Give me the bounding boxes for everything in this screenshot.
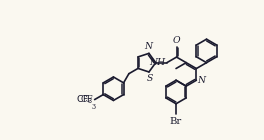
Text: CF: CF <box>81 95 93 104</box>
Text: Br: Br <box>170 117 182 126</box>
Text: S: S <box>147 74 153 83</box>
Text: NH: NH <box>149 58 165 67</box>
Text: 3: 3 <box>91 102 95 110</box>
Text: N: N <box>198 76 206 85</box>
Text: CF$_3$: CF$_3$ <box>76 93 93 106</box>
Text: N: N <box>144 42 152 51</box>
Text: O: O <box>173 36 180 45</box>
